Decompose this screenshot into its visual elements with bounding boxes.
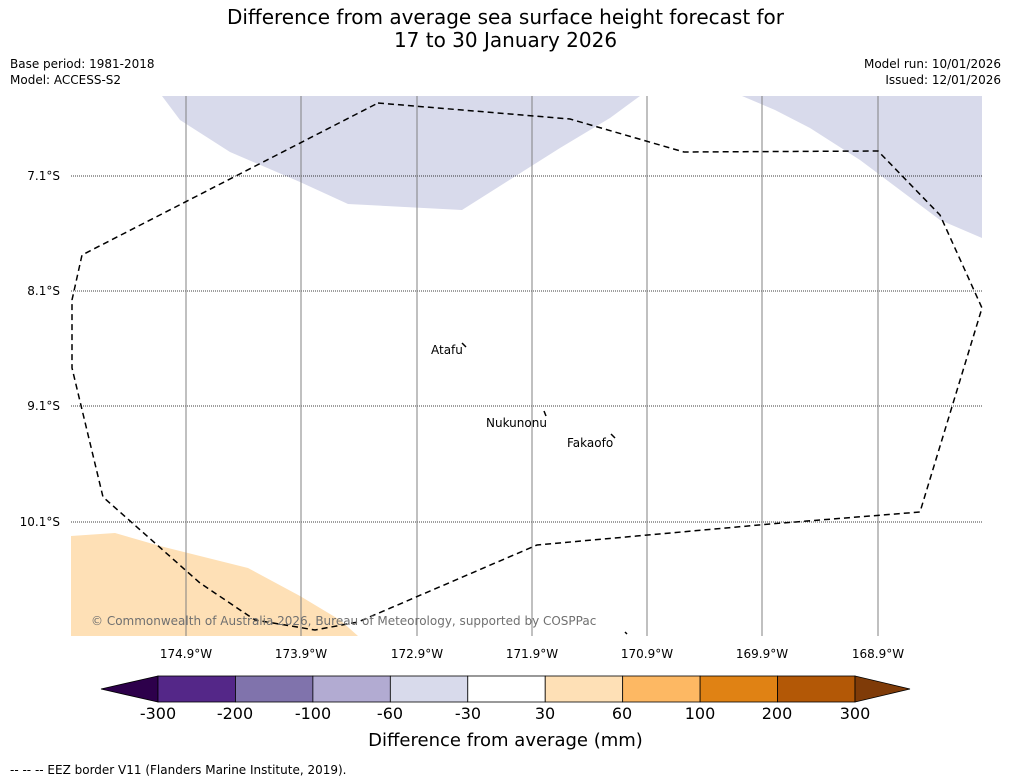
colorbar-tick: 200 — [761, 704, 793, 723]
lon-label-171-9: 171.9°W — [505, 647, 559, 661]
colorbar-tick: 30 — [534, 704, 556, 723]
lon-label-173-9: 173.9°W — [274, 647, 328, 661]
colorbar-tick: -60 — [376, 704, 404, 723]
colorbar-tick: -100 — [294, 704, 332, 723]
place-label-nukunonu: Nukunonu — [486, 416, 547, 430]
lat-label-10-1: 10.1°S — [19, 515, 60, 529]
lat-label-7-1: 7.1°S — [27, 169, 60, 183]
lon-label-169-9: 169.9°W — [735, 647, 789, 661]
atafu-island — [461, 342, 467, 348]
nukunonu-island — [543, 410, 547, 417]
lon-label-168-9: 168.9°W — [851, 647, 905, 661]
lon-label-174-9: 174.9°W — [159, 647, 213, 661]
longitude-gridlines — [185, 96, 879, 636]
latitude-gridlines — [71, 175, 982, 523]
small-island-marker — [624, 631, 628, 635]
map-title-line-1: Difference from average sea surface heig… — [226, 5, 785, 29]
colorbar-extension-low — [100, 675, 159, 703]
place-label-atafu: Atafu — [431, 343, 463, 357]
colorbar-segment — [235, 675, 314, 703]
base-period: Base period: 1981-2018 — [10, 57, 155, 71]
eez-border — [71, 102, 983, 631]
fakaofo-island — [610, 433, 616, 439]
metadata-right: Model run: 10/01/2026 Issued: 12/01/2026 — [864, 56, 1001, 88]
colorbar-segment — [699, 675, 778, 703]
colorbar-segment — [622, 675, 701, 703]
anomaly-area-positive-southwest — [71, 533, 358, 636]
colorbar-title: Difference from average (mm) — [368, 730, 643, 751]
metadata-left: Base period: 1981-2018 Model: ACCESS-S2 — [10, 56, 155, 88]
colorbar-segment — [777, 675, 856, 703]
colorbar-segment — [544, 675, 624, 703]
colorbar-extension-high — [854, 675, 911, 703]
model-name: Model: ACCESS-S2 — [10, 73, 122, 87]
eez-legend: -- -- -- EEZ border V11 (Flanders Marine… — [10, 763, 347, 777]
issued-date: Issued: 12/01/2026 — [885, 73, 1001, 87]
colorbar-segment — [389, 675, 469, 703]
lat-label-8-1: 8.1°S — [27, 284, 60, 298]
anomaly-area-negative-northeast — [742, 96, 982, 238]
colorbar — [100, 675, 911, 703]
lat-label-9-1: 9.1°S — [27, 399, 60, 413]
colorbar-tick: 100 — [684, 704, 716, 723]
copyright-credit: © Commonwealth of Australia 2026, Bureau… — [91, 614, 597, 628]
anomaly-area-negative-north — [162, 96, 640, 210]
model-run-date: Model run: 10/01/2026 — [863, 57, 1001, 71]
lon-label-172-9: 172.9°W — [390, 647, 444, 661]
map-title-line-2: 17 to 30 January 2026 — [393, 28, 618, 52]
colorbar-tick: -30 — [454, 704, 482, 723]
place-label-fakaofo: Fakaofo — [567, 436, 614, 450]
colorbar-tick: -300 — [139, 704, 177, 723]
lon-label-170-9: 170.9°W — [620, 647, 674, 661]
colorbar-segment — [157, 675, 236, 703]
colorbar-segment — [312, 675, 391, 703]
colorbar-tick: 300 — [839, 704, 871, 723]
colorbar-segment — [467, 675, 546, 703]
colorbar-tick: 60 — [611, 704, 633, 723]
colorbar-tick: -200 — [216, 704, 254, 723]
